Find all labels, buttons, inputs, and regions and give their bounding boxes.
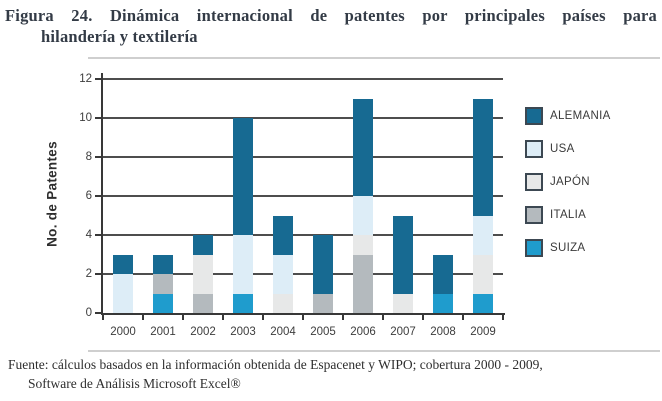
bar-segment-alemania-2000 <box>113 254 133 274</box>
bar-segment-italia-2006 <box>353 254 373 313</box>
bar-segment-japon-2009 <box>473 254 493 294</box>
x-tick-2 <box>182 315 184 320</box>
bar-segment-alemania-2005 <box>313 235 333 294</box>
bar-segment-japon-2006 <box>353 235 373 255</box>
legend-item-japon: JAPÓN <box>525 173 611 191</box>
legend-label-usa: USA <box>550 143 575 155</box>
bar-segment-suiza-2001 <box>153 293 173 313</box>
bar-segment-usa-2000 <box>113 274 133 313</box>
x-tick-4 <box>262 315 264 320</box>
y-tick-4 <box>95 234 101 236</box>
legend-label-italia: ITALIA <box>550 209 587 221</box>
bar-segment-usa-2004 <box>273 254 293 294</box>
bar-segment-usa-2009 <box>473 215 493 255</box>
x-tick-7 <box>382 315 384 320</box>
bar-segment-italia-2001 <box>153 274 173 294</box>
legend-item-usa: USA <box>525 140 611 158</box>
legend-swatch-italia <box>525 206 543 224</box>
x-tick-label-2007: 2007 <box>390 326 416 338</box>
legend-item-alemania: ALEMANIA <box>525 107 611 125</box>
bar-segment-suiza-2009 <box>473 293 493 313</box>
legend-swatch-japon <box>525 173 543 191</box>
x-tick-label-2005: 2005 <box>310 326 336 338</box>
x-tick-9 <box>462 315 464 320</box>
x-tick-label-2002: 2002 <box>190 326 216 338</box>
y-tick-8 <box>95 156 101 158</box>
y-tick-label-2: 2 <box>85 268 92 280</box>
y-tick-0 <box>95 312 101 314</box>
legend-swatch-alemania <box>525 107 543 125</box>
gridline-8 <box>103 156 503 158</box>
bar-segment-japon-2007 <box>393 293 413 313</box>
gridline-6 <box>103 195 503 197</box>
figure-title-line-2: hilandería y textilería <box>41 27 198 46</box>
x-tick-label-2009: 2009 <box>470 326 496 338</box>
x-tick-0 <box>102 315 104 320</box>
y-tick-6 <box>95 195 101 197</box>
y-tick-label-8: 8 <box>85 151 92 163</box>
legend-label-japon: JAPÓN <box>550 176 590 188</box>
bar-segment-italia-2002 <box>193 293 213 313</box>
legend-swatch-usa <box>525 140 543 158</box>
bar-segment-japon-2002 <box>193 254 213 294</box>
y-tick-label-4: 4 <box>85 229 92 241</box>
gridline-12 <box>103 78 503 80</box>
bar-segment-usa-2003 <box>233 235 253 294</box>
bar-segment-alemania-2003 <box>233 118 253 235</box>
x-tick-8 <box>422 315 424 320</box>
y-tick-2 <box>95 273 101 275</box>
bar-segment-alemania-2008 <box>433 254 453 294</box>
y-tick-label-12: 12 <box>79 73 92 85</box>
chart-panel: 0 2 4 6 8 10 12 2000 2001 2002 2003 2004 2005 2006 200… <box>79 57 660 352</box>
source-note-line-2: Software de Análisis Microsoft Excel® <box>28 376 241 391</box>
x-tick-label-2003: 2003 <box>230 326 256 338</box>
figure-title-line-1: Figura 24. Dinámica internacional de pat… <box>5 6 657 25</box>
x-tick-label-2000: 2000 <box>110 326 136 338</box>
bar-segment-italia-2005 <box>313 293 333 313</box>
bar-segment-alemania-2001 <box>153 254 173 274</box>
legend-label-alemania: ALEMANIA <box>550 110 611 122</box>
gridline-10 <box>103 117 503 119</box>
x-tick-3 <box>222 315 224 320</box>
y-axis-title: No. de Patentes <box>44 141 60 247</box>
legend: ALEMANIA USA JAPÓN ITALIA SUIZA <box>525 107 611 272</box>
y-tick-label-10: 10 <box>79 112 92 124</box>
bar-segment-suiza-2003 <box>233 293 253 313</box>
y-tick-label-0: 0 <box>85 307 92 319</box>
x-tick-5 <box>302 315 304 320</box>
y-axis-line <box>101 73 103 315</box>
source-note-line-1: Fuente: cálculos basados en la informaci… <box>8 357 543 372</box>
legend-item-italia: ITALIA <box>525 206 611 224</box>
gridline-2 <box>103 273 503 275</box>
x-tick-label-2001: 2001 <box>150 326 176 338</box>
x-tick-label-2004: 2004 <box>270 326 296 338</box>
y-tick-10 <box>95 117 101 119</box>
legend-item-suiza: SUIZA <box>525 239 611 257</box>
legend-swatch-suiza <box>525 239 543 257</box>
y-tick-label-6: 6 <box>85 190 92 202</box>
bar-segment-alemania-2009 <box>473 98 493 216</box>
y-tick-12 <box>95 78 101 80</box>
bar-segment-alemania-2006 <box>353 98 373 196</box>
bar-segment-japon-2004 <box>273 293 293 313</box>
x-axis-line <box>101 313 505 315</box>
legend-label-suiza: SUIZA <box>550 242 586 254</box>
plot-area: 0 2 4 6 8 10 12 2000 2001 2002 2003 2004 2005 2006 200… <box>79 73 505 338</box>
bar-segment-usa-2006 <box>353 196 373 235</box>
gridline-4 <box>103 234 503 236</box>
x-tick-6 <box>342 315 344 320</box>
bar-segment-alemania-2004 <box>273 215 293 255</box>
x-tick-label-2006: 2006 <box>350 326 376 338</box>
x-tick-label-2008: 2008 <box>430 326 456 338</box>
bar-segment-alemania-2002 <box>193 235 213 255</box>
source-note: Fuente: cálculos basados en la informaci… <box>8 355 658 393</box>
figure-title: Figura 24. Dinámica internacional de pat… <box>5 5 657 47</box>
x-tick-10 <box>502 315 504 320</box>
bar-segment-suiza-2008 <box>433 293 453 313</box>
bar-segment-alemania-2007 <box>393 215 413 294</box>
x-tick-1 <box>142 315 144 320</box>
